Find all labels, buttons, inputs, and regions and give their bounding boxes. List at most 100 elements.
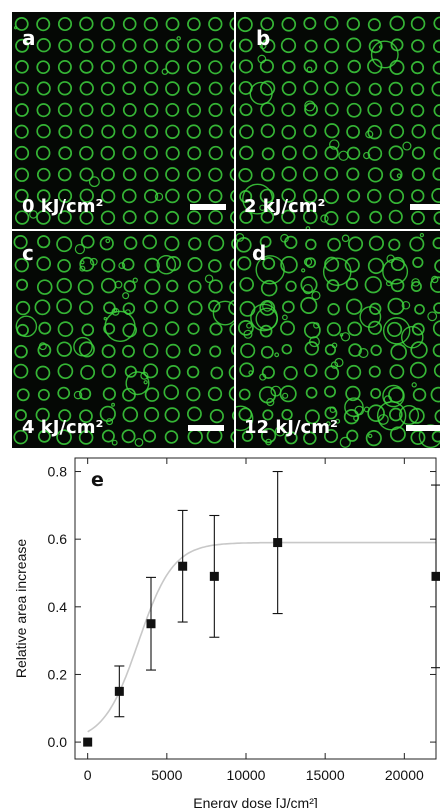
- droplet: [324, 102, 339, 117]
- droplet: [208, 189, 223, 204]
- panel-letter-b: b: [256, 26, 271, 50]
- droplet: [303, 431, 317, 445]
- droplet: [367, 167, 384, 183]
- droplet: [280, 320, 295, 336]
- droplet: [103, 316, 108, 321]
- droplet: [238, 38, 253, 53]
- droplet: [144, 300, 158, 314]
- dose-response-chart: e 0 5000 10000 15000 20000 0.0 0.2 0.4 0.6 0.8 Ener…: [13, 457, 440, 808]
- droplet: [122, 124, 137, 139]
- droplet: [208, 167, 223, 182]
- droplet: [187, 146, 202, 161]
- droplet: [144, 278, 161, 295]
- droplet: [390, 278, 405, 293]
- droplet: [186, 103, 202, 118]
- droplet: [239, 277, 254, 292]
- droplet: [259, 300, 276, 316]
- droplet: [341, 234, 350, 243]
- droplet: [230, 189, 234, 203]
- data-point: [209, 571, 219, 581]
- droplet: [144, 60, 159, 75]
- droplet: [258, 386, 277, 404]
- droplet: [274, 352, 280, 358]
- droplet: [208, 102, 223, 118]
- droplet: [389, 59, 405, 75]
- panel-letter-c: c: [22, 241, 34, 265]
- droplet: [208, 209, 223, 225]
- droplet: [164, 299, 179, 314]
- droplet: [260, 345, 274, 359]
- droplet: [208, 145, 223, 161]
- plot-frame: [74, 457, 437, 760]
- droplet: [208, 299, 221, 313]
- droplet: [103, 301, 116, 314]
- droplet: [123, 280, 136, 293]
- droplet: [346, 124, 360, 139]
- droplet: [432, 320, 440, 337]
- droplet: [376, 401, 407, 431]
- droplet: [346, 167, 360, 181]
- droplet: [259, 59, 274, 74]
- droplet: [367, 102, 382, 117]
- droplet: [367, 124, 382, 140]
- droplet: [432, 343, 440, 358]
- droplet: [334, 357, 344, 368]
- droplet: [79, 16, 94, 31]
- droplet: [58, 409, 72, 423]
- droplet: [281, 409, 293, 421]
- droplet: [259, 188, 275, 204]
- droplet: [347, 321, 363, 337]
- droplet: [305, 409, 320, 425]
- droplet: [208, 279, 223, 294]
- droplet: [284, 431, 298, 445]
- droplet: [239, 145, 254, 160]
- droplet: [34, 299, 51, 316]
- droplet: [58, 124, 73, 139]
- droplet: [434, 259, 440, 273]
- droplet: [411, 322, 425, 336]
- droplet: [346, 364, 362, 380]
- droplet: [122, 210, 137, 225]
- droplet: [125, 371, 150, 396]
- droplet: [142, 234, 157, 250]
- droplet: [304, 363, 318, 378]
- droplet: [165, 210, 180, 225]
- droplet: [78, 341, 95, 358]
- droplet: [388, 188, 405, 205]
- droplet: [101, 363, 116, 378]
- droplet: [57, 16, 73, 32]
- droplet: [305, 386, 318, 399]
- droplet: [35, 145, 51, 161]
- droplet: [143, 145, 158, 160]
- droplet: [29, 210, 38, 219]
- droplet: [324, 60, 339, 75]
- droplet: [281, 81, 297, 96]
- droplet: [228, 299, 234, 316]
- x-tick-label: 5000: [151, 767, 182, 783]
- droplet: [304, 39, 318, 53]
- panel-letter-a: a: [22, 26, 36, 50]
- droplet: [144, 257, 160, 274]
- droplet: [303, 80, 319, 96]
- droplet: [281, 166, 297, 182]
- droplet: [324, 344, 337, 356]
- data-point: [114, 686, 124, 696]
- droplet: [14, 81, 29, 96]
- droplet: [303, 189, 318, 204]
- droplet: [57, 102, 73, 118]
- droplet: [209, 322, 223, 336]
- droplet: [367, 146, 383, 161]
- droplet: [329, 406, 337, 414]
- droplet: [429, 276, 440, 293]
- droplet: [101, 344, 116, 359]
- droplet: [14, 344, 28, 359]
- droplet: [229, 167, 234, 182]
- droplet: [238, 168, 253, 183]
- droplet: [368, 365, 381, 378]
- droplet: [344, 397, 364, 417]
- droplet: [282, 392, 289, 399]
- droplet: [431, 430, 440, 443]
- droplet: [121, 188, 137, 204]
- droplet: [80, 364, 96, 380]
- panel-letter-d: d: [252, 241, 267, 265]
